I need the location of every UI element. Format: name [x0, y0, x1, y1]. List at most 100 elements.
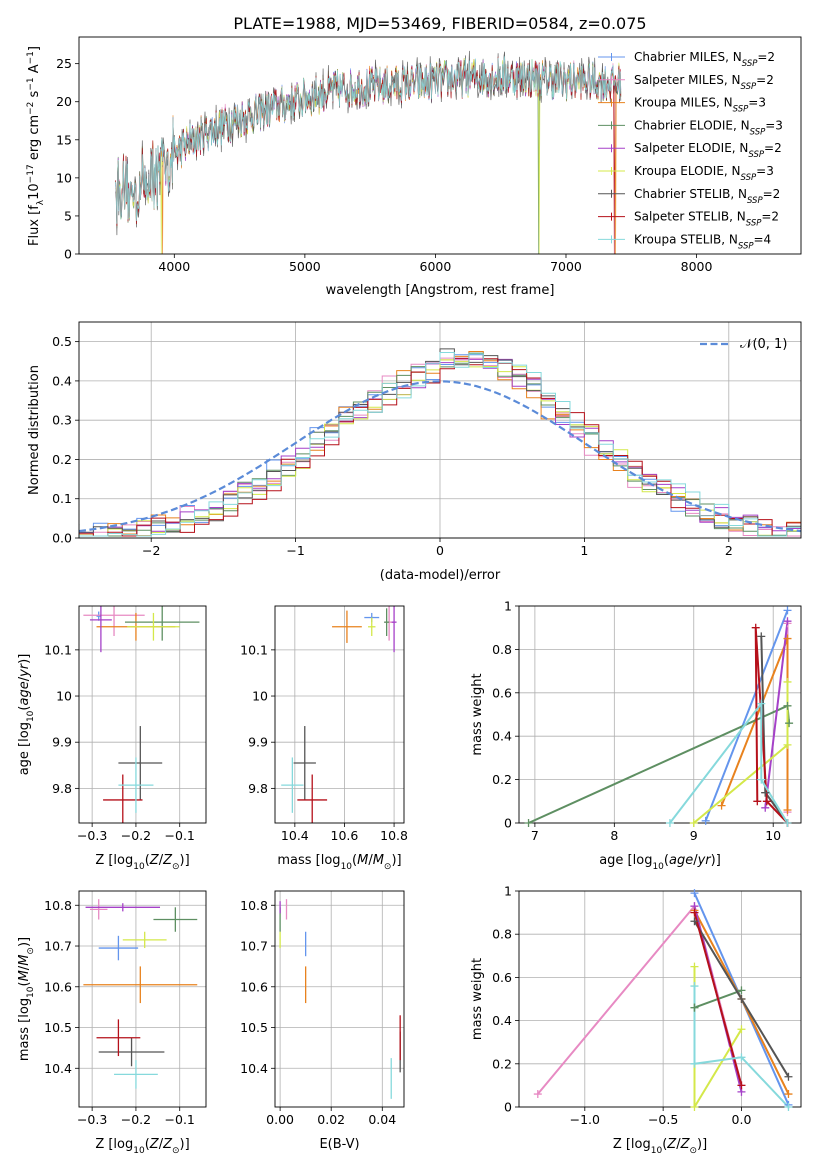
spectrum-ytick-label: 5: [64, 208, 72, 223]
weight_vs_age-ytick-label: 0: [504, 816, 512, 831]
weight_vs_age-point: [757, 699, 766, 708]
mass_vs_Z-ylabel-part: )]: [17, 937, 32, 947]
spectrum-line-salpeter-stelib: [115, 56, 622, 254]
mass_vs_Z-ylabel-part: 10: [26, 986, 36, 998]
spectrum-ylabel-part: −17: [26, 164, 36, 183]
age_vs_mass-xlabel-part: )]: [391, 853, 401, 868]
mass_vs_Z-ylabel: mass [log10(M/M⊙)]: [17, 937, 36, 1061]
weight_vs_age-line-chabrier-stelib: [760, 636, 789, 823]
weight_vs_age-xlabel-part: age [log: [599, 853, 652, 868]
legend-label: Salpeter STELIB, NSSP=2: [634, 210, 779, 229]
spectrum-line-chabrier-elodie: [115, 58, 622, 254]
residuals-panel: −2 −1 0 1 2 0.0 0.1 0.2 0.3 0.4 0.5 𝒩(0, 1) (data-mo…: [27, 321, 802, 583]
spectrum-line-kroupa-elodie: [115, 57, 622, 254]
legend-label-tail: =4: [754, 232, 772, 246]
weight_vs_age-point: [665, 819, 674, 827]
age_vs_mass-xtick-label: 10.4: [281, 828, 309, 843]
weight_vs_age-line-chabrier-elodie: [528, 704, 791, 823]
age_vs_mass-ytick-label: 9.9: [248, 735, 268, 750]
mass_vs_Z-xlabel: Z [log10(Z/Z⊙)]: [95, 1137, 189, 1156]
age_vs_mass-xlabel-part: /: [368, 853, 373, 868]
mass_vs_Z-xtick-label: −0.1: [165, 1112, 195, 1127]
mass_vs_Z-ytick-label: 10.4: [44, 1061, 72, 1076]
legend-label: Salpeter MILES, NSSP=2: [634, 73, 774, 92]
legend-label-main: Chabrier STELIB, N: [634, 187, 747, 201]
legend-label-main: Kroupa ELODIE, N: [634, 164, 741, 178]
residuals-ytick-label: 0.5: [52, 334, 72, 349]
weight_vs_age-point: [751, 623, 760, 632]
weight_vs_Z-xlabel-part: (: [662, 1137, 667, 1152]
weight_vs_age-plot-area: [528, 609, 791, 823]
weight_vs_Z-xtick-label: −0.5: [648, 1112, 678, 1127]
weight_vs_age-xlabel-part: 10: [652, 862, 664, 872]
weight_vs_Z-point: [690, 962, 699, 971]
legend-label-sub: SSP: [742, 59, 758, 69]
spectrum-panel: 4000 5000 6000 7000 8000 0 5 10 15 20 25 Chabrier M…: [26, 36, 802, 298]
residuals-xtick-label: 2: [725, 543, 733, 558]
weight_vs_age-point: [783, 740, 792, 749]
legend-label-sub: SSP: [747, 196, 763, 206]
weight_vs_age-line-kroupa-miles: [720, 638, 789, 810]
age_vs_Z-xlabel-part: (: [145, 853, 150, 868]
age_vs_Z-ylabel-part: (: [17, 706, 32, 711]
weight_vs_age-point: [524, 819, 533, 827]
weight_vs_Z-point: [690, 889, 699, 898]
legend-label: Salpeter ELODIE, NSSP=2: [634, 141, 782, 160]
legend-label-main: Salpeter ELODIE, N: [634, 141, 748, 155]
mass_vs_EBV-xlabel: E(B-V): [319, 1137, 359, 1152]
weight_vs_Z-point: [737, 1025, 746, 1034]
age_vs_mass-xlabel-part: 10: [341, 862, 353, 872]
legend-label: Chabrier MILES, NSSP=2: [634, 50, 775, 69]
weight_vs_Z-point: [737, 1081, 746, 1090]
spectrum-xtick-label: 8000: [681, 259, 713, 274]
weight_vs_Z-point: [784, 1103, 793, 1111]
spectrum-ylabel-part: −1: [26, 77, 36, 90]
mass_vs_EBV-ytick-label: 10.5: [240, 1020, 268, 1035]
legend-label: Kroupa STELIB, NSSP=4: [634, 232, 771, 251]
mass_vs_Z-xtick-label: −0.3: [77, 1112, 107, 1127]
weight_vs_Z-point: [737, 995, 746, 1003]
spectrum-ylabel-part: 10: [27, 183, 42, 200]
mass_vs_EBV-xtick-label: 0.04: [368, 1112, 396, 1127]
age_vs_Z-ylabel-part: yr: [17, 662, 32, 678]
weight_vs_age-line-kroupa-stelib: [669, 700, 789, 823]
weight_vs_age-line-salpeter-elodie: [764, 621, 789, 808]
figure-title: PLATE=1988, MJD=53469, FIBERID=0584, z=0…: [233, 14, 646, 33]
weight_vs_Z-ytick-label: 1: [504, 884, 512, 899]
legend-label: Chabrier ELODIE, NSSP=3: [634, 118, 783, 137]
spectrum-legend: Chabrier MILES, NSSP=2 Salpeter MILES, NS…: [598, 50, 783, 251]
weight_vs_age-ylabel: mass weight: [470, 673, 485, 755]
mass_vs_EBV-panel: 0.00 0.02 0.04 10.4 10.5 10.6 10.7 10.8: [240, 890, 405, 1127]
age_vs_Z-xlabel-part: /: [159, 853, 164, 868]
weight_vs_Z-xlabel-part: /: [676, 1137, 681, 1152]
weight_vs_Z-panel: −1.0 −0.5 0.000.20.40.60.81Z [log10(Z/Z⊙)]…: [470, 884, 802, 1156]
age_vs_Z-xlabel-part: Z [log: [95, 853, 133, 868]
weight_vs_age-point: [761, 803, 770, 812]
mass_vs_Z-ytick-label: 10.8: [44, 898, 72, 913]
weight_vs_Z-point: [533, 1090, 542, 1099]
age_vs_mass-xlabel-part: ⊙: [384, 862, 392, 872]
age_vs_Z-xlabel-part: )]: [180, 853, 190, 868]
age_vs_Z-ytick-label: 9.9: [52, 735, 72, 750]
mass_vs_EBV-frame: [274, 890, 405, 1108]
weight_vs_Z-xlabel: Z [log10(Z/Z⊙)]: [613, 1137, 707, 1156]
mass_vs_EBV-plot-area: [279, 899, 401, 1099]
age_vs_mass-ytick-label: 10: [252, 689, 268, 704]
mass_vs_Z-xlabel-part: Z: [149, 1137, 160, 1152]
residuals-ytick-label: 0.4: [52, 373, 72, 388]
age_vs_mass-xtick-label: 10.8: [380, 828, 408, 843]
spectrum-ylabel-part: −2: [26, 102, 36, 115]
weight_vs_Z-line-kroupa-stelib: [693, 986, 790, 1107]
spectrum-plot-area: [115, 50, 622, 254]
mass_vs_Z-xlabel-part: )]: [180, 1137, 190, 1152]
weight_vs_Z-ytick-label: 0.4: [492, 1013, 512, 1028]
legend-label-sub: SSP: [741, 173, 757, 183]
age_vs_Z-ytick-label: 9.8: [52, 781, 72, 796]
weight_vs_age-point: [783, 617, 792, 626]
mass_vs_Z-ylabel-part: mass [log: [17, 998, 32, 1061]
weight_vs_Z-xtick-label: −1.0: [570, 1112, 600, 1127]
weight_vs_age-point: [689, 819, 698, 827]
